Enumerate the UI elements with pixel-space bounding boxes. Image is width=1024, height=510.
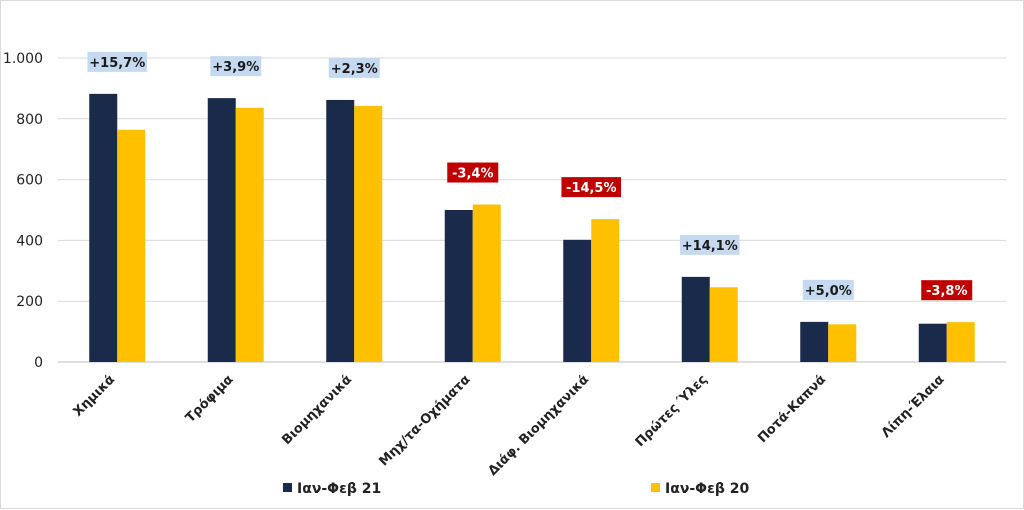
change-badge <box>447 162 499 183</box>
bar-ian-feb-21 <box>326 99 355 363</box>
y-tick-label: 600 <box>16 173 43 189</box>
category-label: Πρώτες Ύλες <box>633 372 711 450</box>
legend-label: Ιαν-Φεβ 21 <box>297 481 381 497</box>
category-label: Βιομηχανικά <box>279 372 355 448</box>
bar-ian-feb-20 <box>591 219 620 362</box>
category-label: Διάφ. Βιομηχανικά <box>485 372 592 479</box>
change-badge <box>561 177 622 198</box>
bar-ian-feb-20 <box>235 107 264 362</box>
bar-ian-feb-20 <box>354 106 383 362</box>
change-badge <box>328 57 380 78</box>
change-label: +5,0% <box>805 284 852 299</box>
bar-ian-feb-20 <box>709 287 738 362</box>
change-badge <box>679 234 740 255</box>
bar-ian-feb-21 <box>800 321 829 362</box>
category-label: Χημικά <box>71 372 118 419</box>
bar-ian-feb-20 <box>828 324 857 362</box>
change-badge <box>210 56 262 77</box>
y-tick-label: 800 <box>16 112 43 128</box>
bar-ian-feb-21 <box>89 93 118 362</box>
change-label: -3,4% <box>452 167 493 182</box>
change-label: +15,7% <box>89 56 145 71</box>
change-label: -3,8% <box>926 284 967 299</box>
bar-ian-feb-20 <box>946 322 975 362</box>
bar-ian-feb-21 <box>918 323 947 362</box>
category-label: Ποτά-Καπνά <box>755 372 829 446</box>
y-tick-label: 1.000 <box>3 51 43 67</box>
change-badge <box>87 51 148 72</box>
change-label: +3,9% <box>212 60 259 75</box>
y-tick-label: 400 <box>16 233 43 249</box>
category-label: Μηχ/τα-Οχήματα <box>376 372 473 469</box>
bar-ian-feb-21 <box>444 210 473 362</box>
change-badge <box>802 279 854 300</box>
legend-swatch <box>651 483 660 492</box>
category-label: Τρόφιμα <box>183 372 237 426</box>
change-label: +2,3% <box>331 62 378 77</box>
bar-ian-feb-20 <box>472 204 501 362</box>
bar-ian-feb-20 <box>117 129 146 362</box>
legend-swatch <box>283 483 292 492</box>
y-tick-label: 0 <box>34 355 43 371</box>
change-badge <box>921 280 973 301</box>
bar-ian-feb-21 <box>681 276 710 362</box>
change-label: -14,5% <box>566 181 617 196</box>
legend-label: Ιαν-Φεβ 20 <box>665 481 750 497</box>
bar-ian-feb-21 <box>207 98 236 363</box>
bar-ian-feb-21 <box>563 239 592 362</box>
change-label: +14,1% <box>682 239 738 254</box>
y-tick-label: 200 <box>16 294 43 310</box>
category-label: Λίπη-Έλαια <box>879 372 948 441</box>
